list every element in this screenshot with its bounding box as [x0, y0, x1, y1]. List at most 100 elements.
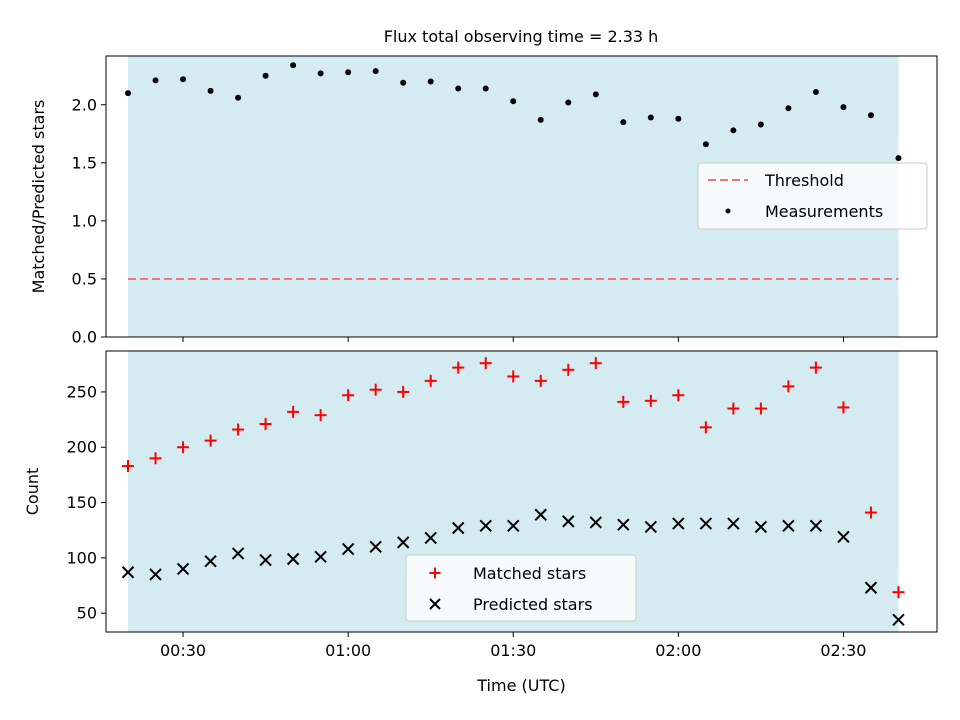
matched-point: [644, 394, 657, 407]
predicted-point-b: [396, 536, 410, 549]
matched-stars-points: [122, 357, 905, 599]
predicted-point: [672, 517, 685, 530]
predicted-point: [204, 554, 217, 568]
predicted-point-b: [369, 540, 382, 554]
measurement-point: [510, 98, 517, 105]
measurement-point: [372, 68, 379, 75]
matched-point: [369, 383, 382, 396]
measurement-points: [125, 62, 902, 162]
matched-point: [342, 389, 355, 402]
bottom-y-ticks: 50 100 150 200 250: [66, 382, 106, 623]
legend-predicted-marker-b: [429, 598, 441, 610]
predicted-point-b: [617, 518, 630, 531]
measurement-point: [867, 112, 874, 119]
matched-point: [149, 452, 162, 465]
x-axis-label: Time (UTC): [476, 676, 565, 695]
matched-point: [809, 361, 822, 374]
measurement-point: [675, 115, 682, 122]
matched-point: [314, 409, 327, 422]
predicted-point-b: [782, 519, 795, 533]
predicted-point-b: [892, 613, 905, 627]
predicted-point-b: [314, 550, 327, 563]
predicted-point: [699, 517, 713, 530]
predicted-point: [452, 521, 465, 535]
matched-point: [864, 506, 877, 519]
predicted-point-b: [644, 520, 658, 534]
measurement-point: [125, 90, 132, 97]
y-tick-label: 200: [66, 438, 97, 457]
matched-point: [617, 395, 630, 408]
predicted-point-b: [286, 552, 300, 566]
y-tick-label: 50: [77, 604, 97, 623]
bottom-y-axis-label: Count: [23, 468, 42, 516]
legend-predicted-label: Predicted stars: [473, 595, 593, 614]
measurement-point: [757, 121, 764, 128]
measurement-point: [235, 94, 242, 101]
measurement-point: [702, 141, 709, 148]
bottom-x-ticks: 00:30 01:00 01:30 02:00 02:30: [160, 632, 866, 660]
predicted-point: [534, 508, 547, 521]
top-y-axis-label: Matched/Predicted stars: [29, 100, 48, 294]
predicted-point-b: [341, 542, 355, 556]
predicted-point-b: [864, 581, 878, 594]
legend-threshold-label: Threshold: [764, 171, 844, 190]
legend-matched-swatch: [429, 567, 441, 579]
matched-point: [452, 361, 465, 374]
matched-point: [259, 418, 272, 431]
bottom-legend: Matched stars Predicted stars: [405, 554, 637, 622]
predicted-point: [314, 550, 327, 563]
measurement-point: [455, 85, 462, 92]
predicted-point: [286, 552, 300, 566]
matched-point: [782, 380, 795, 393]
matched-point: [534, 374, 547, 387]
measurement-point: [565, 99, 572, 106]
predicted-point-b: [534, 508, 547, 521]
chart-title: Flux total observing time = 2.33 h: [384, 27, 659, 46]
predicted-point-b: [121, 566, 135, 579]
predicted-point-b: [176, 562, 190, 576]
legend-matched-marker: [429, 567, 441, 579]
x-tick-label: 02:30: [820, 641, 866, 660]
measurement-point: [290, 62, 297, 69]
measurement-point: [317, 70, 324, 77]
matched-point: [177, 441, 190, 454]
matched-point: [287, 405, 300, 418]
top-x-ticks: [182, 337, 844, 342]
predicted-point: [589, 516, 603, 529]
y-tick-label: 0.0: [72, 328, 97, 347]
predicted-point-b: [837, 530, 850, 544]
predicted-point: [396, 536, 410, 549]
predicted-point-b: [699, 517, 713, 530]
predicted-point: [424, 531, 437, 545]
predicted-point: [727, 517, 740, 530]
bottom-axes-frame: [105, 350, 938, 633]
predicted-point: [782, 519, 795, 533]
top-axes-frame: [105, 55, 938, 338]
predicted-point-b: [672, 517, 685, 530]
predicted-point: [341, 542, 355, 556]
predicted-point: [892, 613, 905, 627]
measurement-point: [537, 116, 544, 123]
predicted-point-b: [231, 547, 245, 560]
x-tick-label: 00:30: [160, 641, 206, 660]
predicted-point: [809, 519, 823, 533]
y-tick-label: 250: [66, 382, 97, 401]
measurement-point: [427, 78, 434, 85]
predicted-point-b: [204, 554, 217, 568]
top-y-ticks: 0.0 0.5 1.0 1.5 2.0: [72, 95, 106, 347]
bottom-legend-box: [405, 554, 637, 622]
measurement-point: [400, 79, 407, 86]
predicted-point: [617, 518, 630, 531]
matched-point: [562, 363, 575, 376]
x-tick-label: 01:30: [490, 641, 536, 660]
matched-point: [122, 460, 135, 473]
predicted-point-b: [479, 519, 492, 533]
x-tick-label: 02:00: [655, 641, 701, 660]
predicted-point-b: [589, 516, 603, 529]
y-tick-label: 2.0: [72, 95, 97, 114]
matched-point: [672, 389, 685, 402]
predicted-point-b: [562, 515, 575, 528]
predicted-point: [231, 547, 245, 560]
matched-point: [892, 586, 905, 599]
measurement-point: [592, 91, 599, 98]
